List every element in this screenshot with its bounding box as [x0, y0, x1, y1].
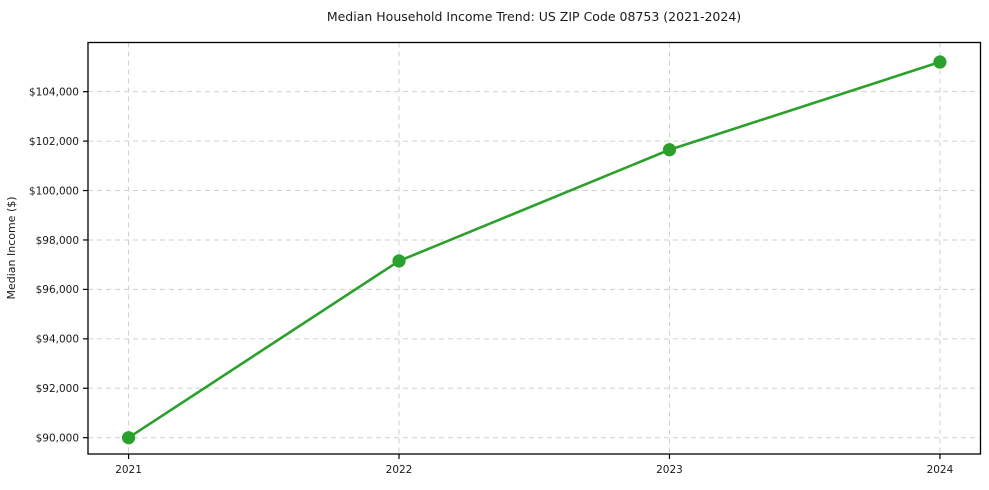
x-tick-label: 2021: [115, 464, 142, 476]
y-tick-label: $100,000: [29, 185, 79, 197]
y-tick-label: $104,000: [29, 86, 79, 98]
data-point: [121, 431, 136, 445]
data-series: [121, 55, 947, 445]
trend-line: [127, 60, 942, 439]
y-tick-label: $92,000: [36, 383, 79, 395]
gridlines: [88, 42, 981, 454]
y-tick-label: $96,000: [36, 284, 79, 296]
y-axis-label: Median Income ($): [5, 196, 18, 299]
y-tick-label: $98,000: [36, 235, 79, 247]
data-point: [662, 143, 677, 157]
y-tick-label: $90,000: [36, 432, 79, 444]
x-tick-label: 2024: [927, 464, 954, 476]
plot-border: [87, 41, 982, 455]
data-point: [933, 55, 947, 69]
y-tick-label: $102,000: [29, 136, 79, 148]
x-tick-label: 2023: [656, 464, 683, 476]
data-point: [392, 254, 406, 268]
chart-title: Median Household Income Trend: US ZIP Co…: [327, 9, 741, 24]
x-tick-label: 2022: [386, 464, 413, 476]
y-tick-label: $94,000: [36, 334, 79, 346]
axes: $90,000 $92,000 $94,000 $96,000 $98,000 $100,…: [29, 41, 982, 476]
